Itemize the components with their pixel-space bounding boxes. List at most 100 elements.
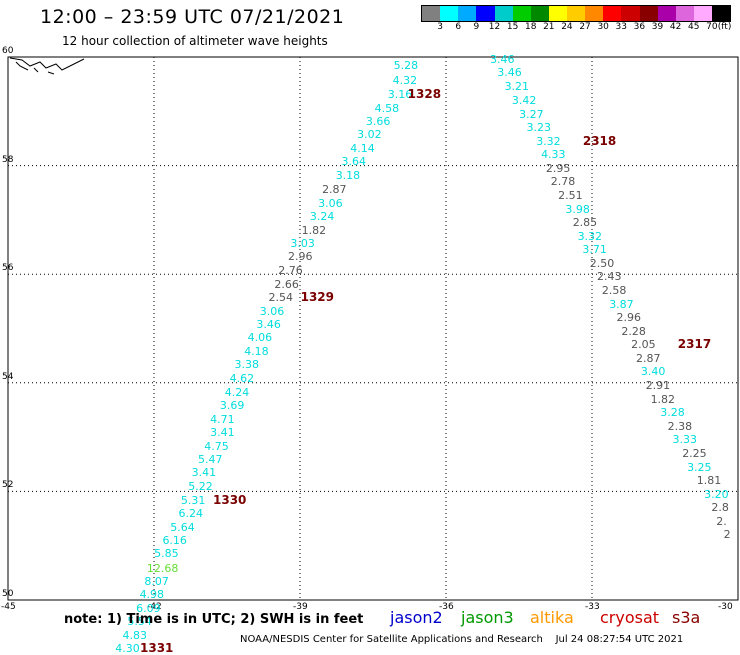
wave-height-label: 3.32 <box>536 134 561 148</box>
wave-height-label: 3.66 <box>365 115 391 129</box>
y-tick-label: 56 <box>2 263 14 274</box>
color-scale-label: 6 <box>455 22 462 32</box>
wave-height-label: 2.66 <box>274 277 299 291</box>
wave-height-label: 12.68 <box>146 561 179 575</box>
wave-height-label: 2.87 <box>635 351 661 365</box>
satellite-legend-item: cryosat <box>600 608 660 627</box>
wave-height-label: 2.51 <box>558 189 583 202</box>
wave-height-label: 3.87 <box>609 297 634 311</box>
y-tick-label: 60 <box>2 46 14 56</box>
wave-height-label: 6.16 <box>162 534 187 548</box>
wave-height-label: 4.14 <box>350 141 375 155</box>
satellite-legend-item: jason2 <box>390 608 443 627</box>
wave-height-label: 4.58 <box>374 101 400 115</box>
color-scale-label: 36 <box>633 22 646 32</box>
wave-height-label: 3.98 <box>565 202 590 216</box>
wave-height-label: 3.46 <box>497 66 522 80</box>
color-scale-label: 33 <box>615 22 628 32</box>
color-scale-swatch <box>530 6 549 21</box>
satellite-legend-item: s3a <box>672 608 701 627</box>
wave-height-label: 3.03 <box>290 236 315 250</box>
wave-height-label: 2.85 <box>572 216 598 230</box>
x-tick-label: -30 <box>718 602 733 612</box>
wave-height-label: 3.64 <box>341 155 367 169</box>
wave-height-label: 2.91 <box>645 379 671 393</box>
wave-height-label: 3.18 <box>335 169 361 183</box>
pass-time-label: 1329 <box>300 290 334 305</box>
wave-height-label: 3.25 <box>687 460 712 474</box>
footer-credit: NOAA/NESDIS Center for Satellite Applica… <box>240 634 684 645</box>
pass-time-label: 2317 <box>677 337 712 352</box>
color-scale-swatch <box>512 6 531 21</box>
color-scale-unit: (ft) <box>717 22 732 32</box>
wave-height-label: 4.71 <box>210 412 235 426</box>
color-scale-swatch <box>440 6 459 21</box>
color-scale-swatch <box>621 6 640 21</box>
wave-height-label: 4.32 <box>392 74 418 88</box>
color-scale-swatch <box>548 6 567 21</box>
pass-time-label: 2318 <box>582 133 617 148</box>
y-tick-label: 52 <box>2 480 14 491</box>
wave-height-label: 3.21 <box>504 79 530 93</box>
wave-height-label: 3.02 <box>357 128 382 142</box>
wave-height-label: 4.06 <box>247 331 273 345</box>
color-scale-label: 24 <box>561 22 573 32</box>
wave-height-label: 2.96 <box>616 311 642 325</box>
wave-height-label: 2.78 <box>550 175 576 189</box>
y-tick-label: 50 <box>2 589 14 599</box>
color-scale-swatch <box>422 6 441 21</box>
wave-height-label: 3.40 <box>640 365 666 379</box>
wave-height-label: 1.82 <box>650 392 676 406</box>
wave-height-label: 5.85 <box>154 547 179 561</box>
wave-height-label: 2.96 <box>288 250 313 264</box>
color-scale-label: 27 <box>579 22 591 32</box>
color-scale-bar <box>421 5 731 22</box>
wave-height-label: 1.82 <box>301 223 327 237</box>
wave-height-label: 2.25 <box>682 446 707 460</box>
wave-height-label: 2.50 <box>589 256 615 270</box>
pass-time-label: 1328 <box>407 87 442 101</box>
wave-height-label: 3.71 <box>582 243 607 257</box>
wave-height-label: 2.28 <box>621 324 646 338</box>
color-scale-label: 39 <box>651 22 664 32</box>
wave-height-label: 3.33 <box>672 433 697 447</box>
wave-height-label: 5.28 <box>393 59 419 73</box>
satellite-legend-item: jason3 <box>461 608 514 627</box>
coastline-shape <box>9 57 85 75</box>
color-scale-label: 70 <box>706 22 718 32</box>
wave-height-label: 6.24 <box>178 507 204 521</box>
wave-height-label: 5.31 <box>180 493 206 507</box>
wave-height-label: 2.87 <box>322 183 347 197</box>
wave-height-label: 4.75 <box>204 439 229 453</box>
color-scale-swatch <box>712 6 731 21</box>
y-tick-label: 54 <box>2 371 14 382</box>
wave-height-label: 2.43 <box>597 270 622 284</box>
wave-height-label: 4.62 <box>229 371 255 385</box>
color-scale-swatch <box>476 6 495 21</box>
color-scale-label: 42 <box>669 22 682 32</box>
wave-height-label: 2.38 <box>667 419 693 433</box>
map-title: 12:00 – 23:59 UTC 07/21/2021 <box>40 6 345 28</box>
wave-height-label: 1.81 <box>696 474 722 488</box>
color-scale-label: 18 <box>524 22 537 32</box>
wave-height-label: 4.33 <box>541 148 566 162</box>
color-scale-swatch <box>657 6 676 21</box>
wave-height-label: 3.42 <box>511 93 537 107</box>
wave-height-label: 3.46 <box>489 52 515 66</box>
x-tick-label: -36 <box>439 602 454 612</box>
wave-height-label: 3.41 <box>191 466 217 480</box>
wave-height-label: 4.18 <box>244 344 269 358</box>
wave-height-label: 4.83 <box>122 628 148 642</box>
wave-height-label: 4.24 <box>224 385 250 399</box>
footer-note: note: 1) Time is in UTC; 2) SWH is in fe… <box>64 612 364 627</box>
wave-height-label: 3.38 <box>234 358 259 372</box>
wave-height-label: 3.06 <box>259 304 285 318</box>
color-scale-swatch <box>693 6 712 21</box>
wave-height-label: 3.16 <box>387 88 413 101</box>
color-scale-label: 12 <box>488 22 501 32</box>
wave-height-label: 6.09 <box>136 601 161 615</box>
color-scale-swatch <box>675 6 694 21</box>
wave-height-label: 2.05 <box>631 338 656 352</box>
x-tick-label: -33 <box>585 602 600 612</box>
